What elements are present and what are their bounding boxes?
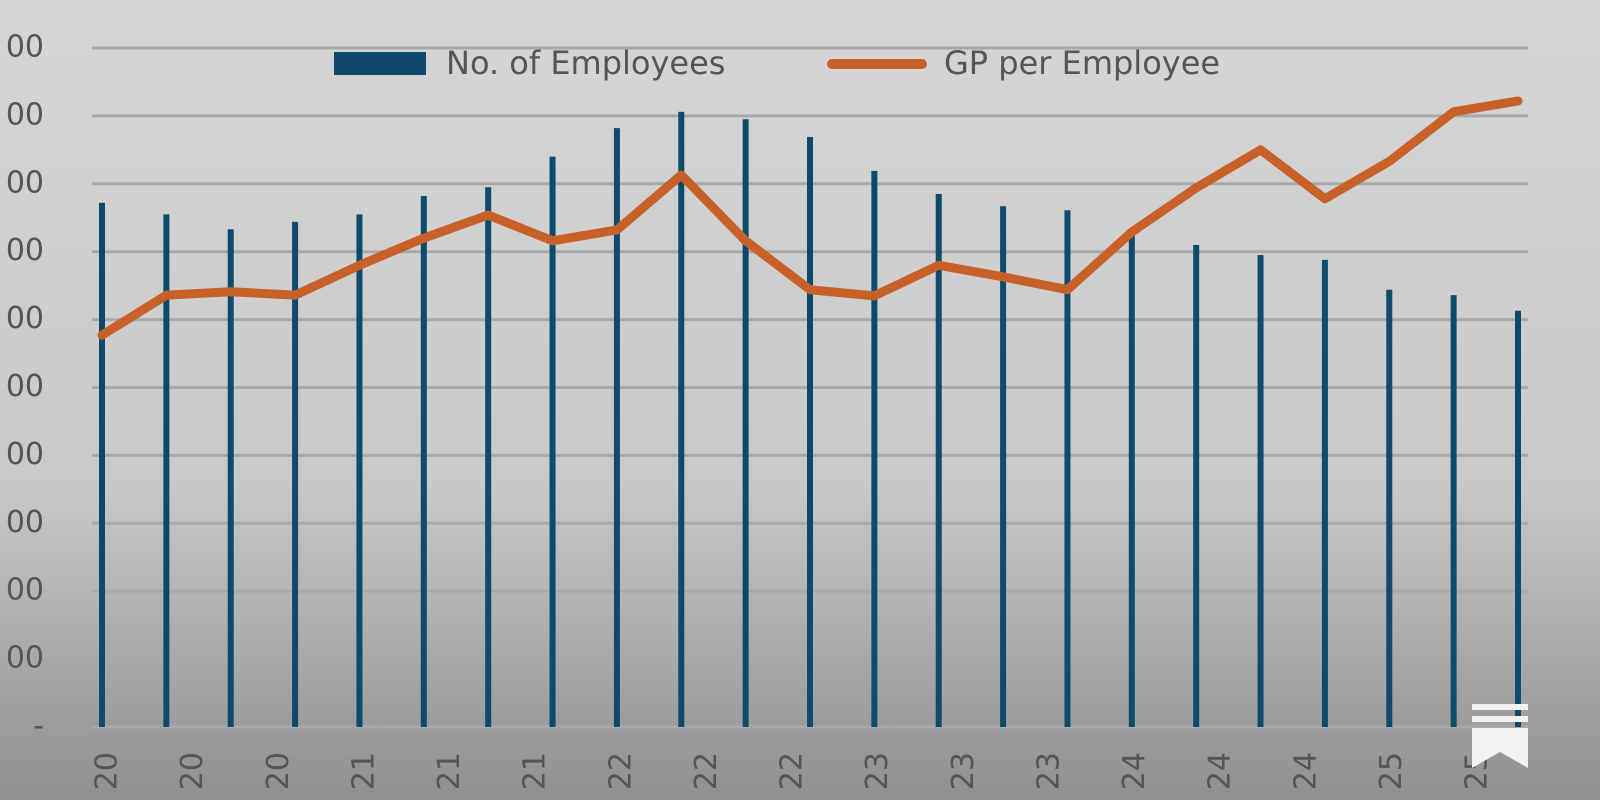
- x-tick-label: 23: [1031, 752, 1066, 790]
- bar: [1000, 206, 1007, 727]
- x-tick-label: 25: [1374, 752, 1409, 790]
- bar: [292, 221, 299, 727]
- bar: [1515, 310, 1521, 727]
- bookmark-icon[interactable]: [1472, 704, 1528, 768]
- bar: [227, 229, 234, 727]
- y-tick-label: 00: [6, 641, 44, 676]
- bar: [549, 156, 556, 727]
- x-tick-label: 20: [261, 752, 296, 790]
- bar: [1450, 295, 1457, 727]
- icon-line: [1472, 716, 1528, 722]
- y-tick-label: 00: [6, 233, 44, 268]
- x-tick-label: 23: [946, 752, 981, 790]
- x-tick-label: 20: [175, 752, 210, 790]
- legend-label: GP per Employee: [944, 44, 1220, 82]
- bar: [935, 193, 942, 728]
- y-tick-label: 00: [6, 301, 44, 336]
- y-tick-label: 00: [6, 505, 44, 540]
- bar: [1193, 244, 1200, 727]
- bar: [420, 196, 427, 728]
- x-tick-label: 24: [1288, 752, 1323, 790]
- bar: [742, 119, 749, 728]
- x-tick-label: 22: [689, 752, 724, 790]
- bar: [1064, 210, 1071, 727]
- bar: [1128, 229, 1135, 728]
- legend-swatch: [334, 52, 426, 75]
- x-tick-label: 24: [1203, 752, 1238, 790]
- bar: [1321, 259, 1328, 727]
- legend-label: No. of Employees: [446, 44, 725, 82]
- bar: [485, 187, 492, 727]
- y-tick-label: 00: [6, 573, 44, 608]
- x-tick-label: 21: [432, 752, 467, 790]
- icon-ribbon: [1472, 728, 1528, 768]
- y-tick-label: 00: [6, 369, 44, 404]
- y-tick-label: 00: [6, 97, 44, 132]
- bar: [99, 202, 105, 727]
- x-tick-label: 23: [860, 752, 895, 790]
- bar: [1386, 289, 1393, 727]
- bar: [1257, 255, 1264, 727]
- x-tick-label: 21: [346, 752, 381, 790]
- y-tick-label: 00: [6, 30, 44, 65]
- x-tick-label: 20: [90, 752, 125, 790]
- y-tick-label: 00: [6, 437, 44, 472]
- bar: [356, 214, 363, 728]
- y-tick-label: 00: [6, 165, 44, 200]
- bar: [163, 214, 170, 728]
- bar: [678, 111, 685, 728]
- line: [97, 96, 1523, 340]
- icon-line: [1472, 704, 1528, 710]
- x-tick-label: 24: [1117, 752, 1152, 790]
- x-tick-label: 22: [775, 752, 810, 790]
- bar: [871, 170, 878, 728]
- y-tick-label: -: [33, 709, 44, 744]
- x-tick-label: 22: [603, 752, 638, 790]
- bar: [613, 128, 620, 727]
- bar: [807, 136, 813, 728]
- x-tick-label: 21: [518, 752, 553, 790]
